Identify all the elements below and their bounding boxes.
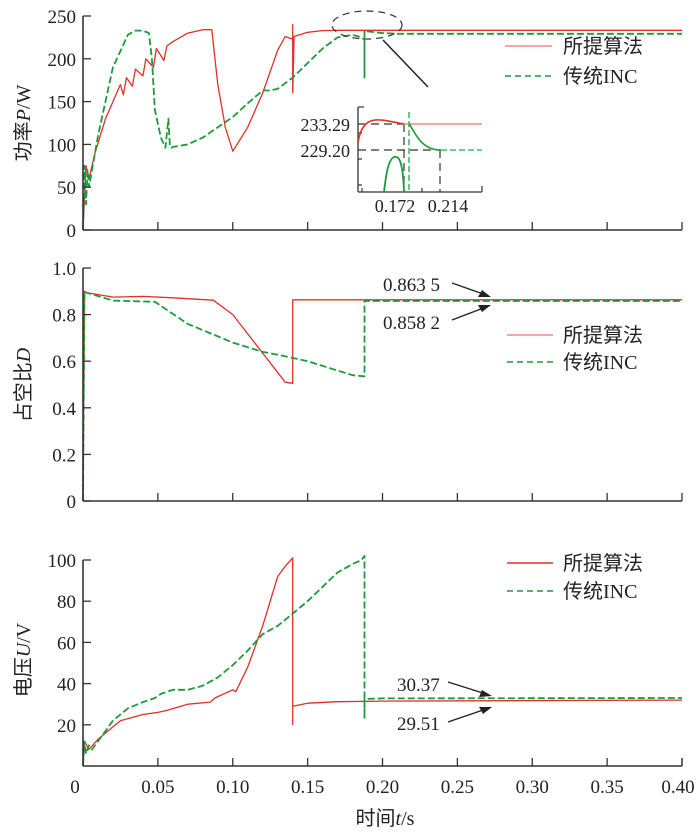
duty-annot-inc: 0.858 2 xyxy=(383,313,440,334)
inset: 233.29 229.20 0.172 0.214 xyxy=(301,106,483,216)
y-tick-label: 40 xyxy=(57,675,76,696)
zoom-ellipse xyxy=(331,10,403,40)
duty-axes: 0 0.2 0.4 0.6 0.8 1.0 xyxy=(52,259,683,513)
legend-label-proposed: 所提算法 xyxy=(563,35,643,58)
y-tick-label: 0.4 xyxy=(52,399,76,420)
inset-inc-arch xyxy=(383,155,405,193)
voltage-series xyxy=(82,555,683,767)
voltage-ylabel: 电压U/V xyxy=(12,622,35,697)
power-series xyxy=(82,23,682,231)
duty-arrowhead-inc xyxy=(478,305,491,312)
y-tick-label: 80 xyxy=(57,592,76,613)
legend-label-inc: 传统INC xyxy=(563,65,637,88)
x-tick-label: 0.10 xyxy=(216,777,249,798)
time-xlabel: 时间t/s xyxy=(356,807,415,830)
inset-value-233: 233.29 xyxy=(301,115,351,135)
power-panel: 0 50 100 150 200 250 功率P/W xyxy=(12,7,683,242)
zoom-leader-line xyxy=(382,39,429,88)
x-tick-label: 0.20 xyxy=(366,777,399,798)
duty-panel: 0 0.2 0.4 0.6 0.8 1.0 占空比D 0.863 5 0.858 2 所提… xyxy=(12,259,683,513)
power-legend: 所提算法 传统INC xyxy=(505,35,643,88)
x-tick-label: 0.15 xyxy=(291,777,324,798)
voltage-panel: 20 40 60 80 100 0 0.05 0.10 0.15 0.20 0.25 0.30 0.35… xyxy=(12,551,695,830)
x-tick-label: 0.35 xyxy=(591,777,624,798)
y-tick-label: 250 xyxy=(48,7,77,28)
power-axes: 0 50 100 150 200 250 xyxy=(48,7,683,242)
duty-arrowhead-proposed xyxy=(478,290,491,297)
voltage-annot-inc: 30.37 xyxy=(397,675,440,696)
x-tick-label: 0.25 xyxy=(441,777,474,798)
inset-value-229: 229.20 xyxy=(301,141,351,161)
duty-series xyxy=(82,290,682,502)
legend-label-inc: 传统INC xyxy=(563,580,637,603)
inset-inc-decay xyxy=(408,123,442,151)
duty-arrow-inc xyxy=(451,306,487,321)
voltage-legend: 所提算法 传统INC xyxy=(507,552,643,603)
y-tick-label: 100 xyxy=(48,551,77,572)
x-tick-label: 0.30 xyxy=(516,777,549,798)
y-tick-label: 0.6 xyxy=(52,352,76,373)
inset-xtick-0214: 0.214 xyxy=(428,196,469,216)
legend-label-proposed: 所提算法 xyxy=(563,324,643,347)
x-tick-label: 0.05 xyxy=(141,777,174,798)
y-tick-label: 0 xyxy=(67,221,77,242)
legend-label-inc: 传统INC xyxy=(563,351,637,374)
y-tick-label: 0 xyxy=(67,492,77,513)
voltage-arrowhead-proposed xyxy=(479,707,492,714)
y-tick-label: 150 xyxy=(48,93,77,114)
proposed-series-line xyxy=(82,23,682,231)
voltage-axes: 20 40 60 80 100 0 0.05 0.10 0.15 0.20 0.25 0.30 0.35… xyxy=(48,551,695,798)
duty-ylabel: 占空比D xyxy=(12,347,35,422)
duty-legend: 所提算法 传统INC xyxy=(507,324,643,374)
y-tick-label: 20 xyxy=(57,716,76,737)
voltage-arrow-inc xyxy=(447,681,487,695)
inc-series-line xyxy=(82,29,682,231)
y-tick-label: 60 xyxy=(57,633,76,654)
y-tick-label: 0.8 xyxy=(52,306,76,327)
y-tick-label: 1.0 xyxy=(52,259,76,280)
proposed-series-line xyxy=(82,557,683,767)
y-tick-label: 50 xyxy=(57,178,76,199)
voltage-arrow-proposed xyxy=(447,708,487,723)
voltage-arrowhead-inc xyxy=(479,690,492,697)
voltage-annot-proposed: 29.51 xyxy=(397,714,440,735)
y-tick-label: 200 xyxy=(48,50,77,71)
duty-annot-proposed: 0.863 5 xyxy=(383,275,440,296)
power-ylabel: 功率P/W xyxy=(12,85,35,162)
legend-label-proposed: 所提算法 xyxy=(563,552,643,575)
inset-proposed-curve xyxy=(357,119,405,144)
inset-xtick-0172: 0.172 xyxy=(375,196,416,216)
x-tick-label: 0 xyxy=(70,777,80,798)
inc-series-line xyxy=(82,555,683,767)
y-tick-label: 100 xyxy=(48,135,77,156)
inc-series-line xyxy=(82,290,682,502)
x-tick-label: 0.40 xyxy=(661,777,694,798)
y-tick-label: 0.2 xyxy=(52,445,76,466)
